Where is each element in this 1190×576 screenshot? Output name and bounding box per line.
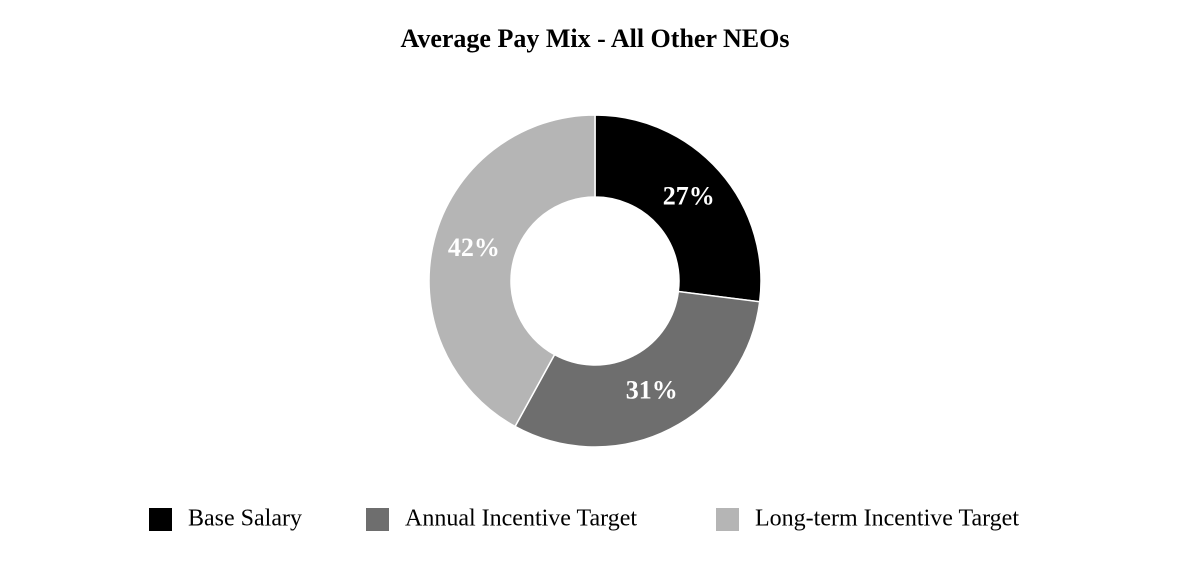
legend-swatch [366, 508, 389, 531]
donut-slice [514, 290, 761, 448]
chart-title: Average Pay Mix - All Other NEOs [401, 24, 790, 53]
legend-label: Annual Incentive Target [405, 506, 637, 532]
legend-swatch [149, 508, 172, 531]
data-label: 27% [663, 181, 715, 210]
legend-label: Base Salary [188, 506, 302, 532]
data-label: 42% [448, 233, 500, 262]
donut-slice [594, 114, 762, 303]
legend-label: Long-term Incentive Target [755, 506, 1019, 532]
donut-slice [428, 114, 596, 428]
legend-swatch [716, 508, 739, 531]
data-label: 31% [626, 375, 678, 404]
